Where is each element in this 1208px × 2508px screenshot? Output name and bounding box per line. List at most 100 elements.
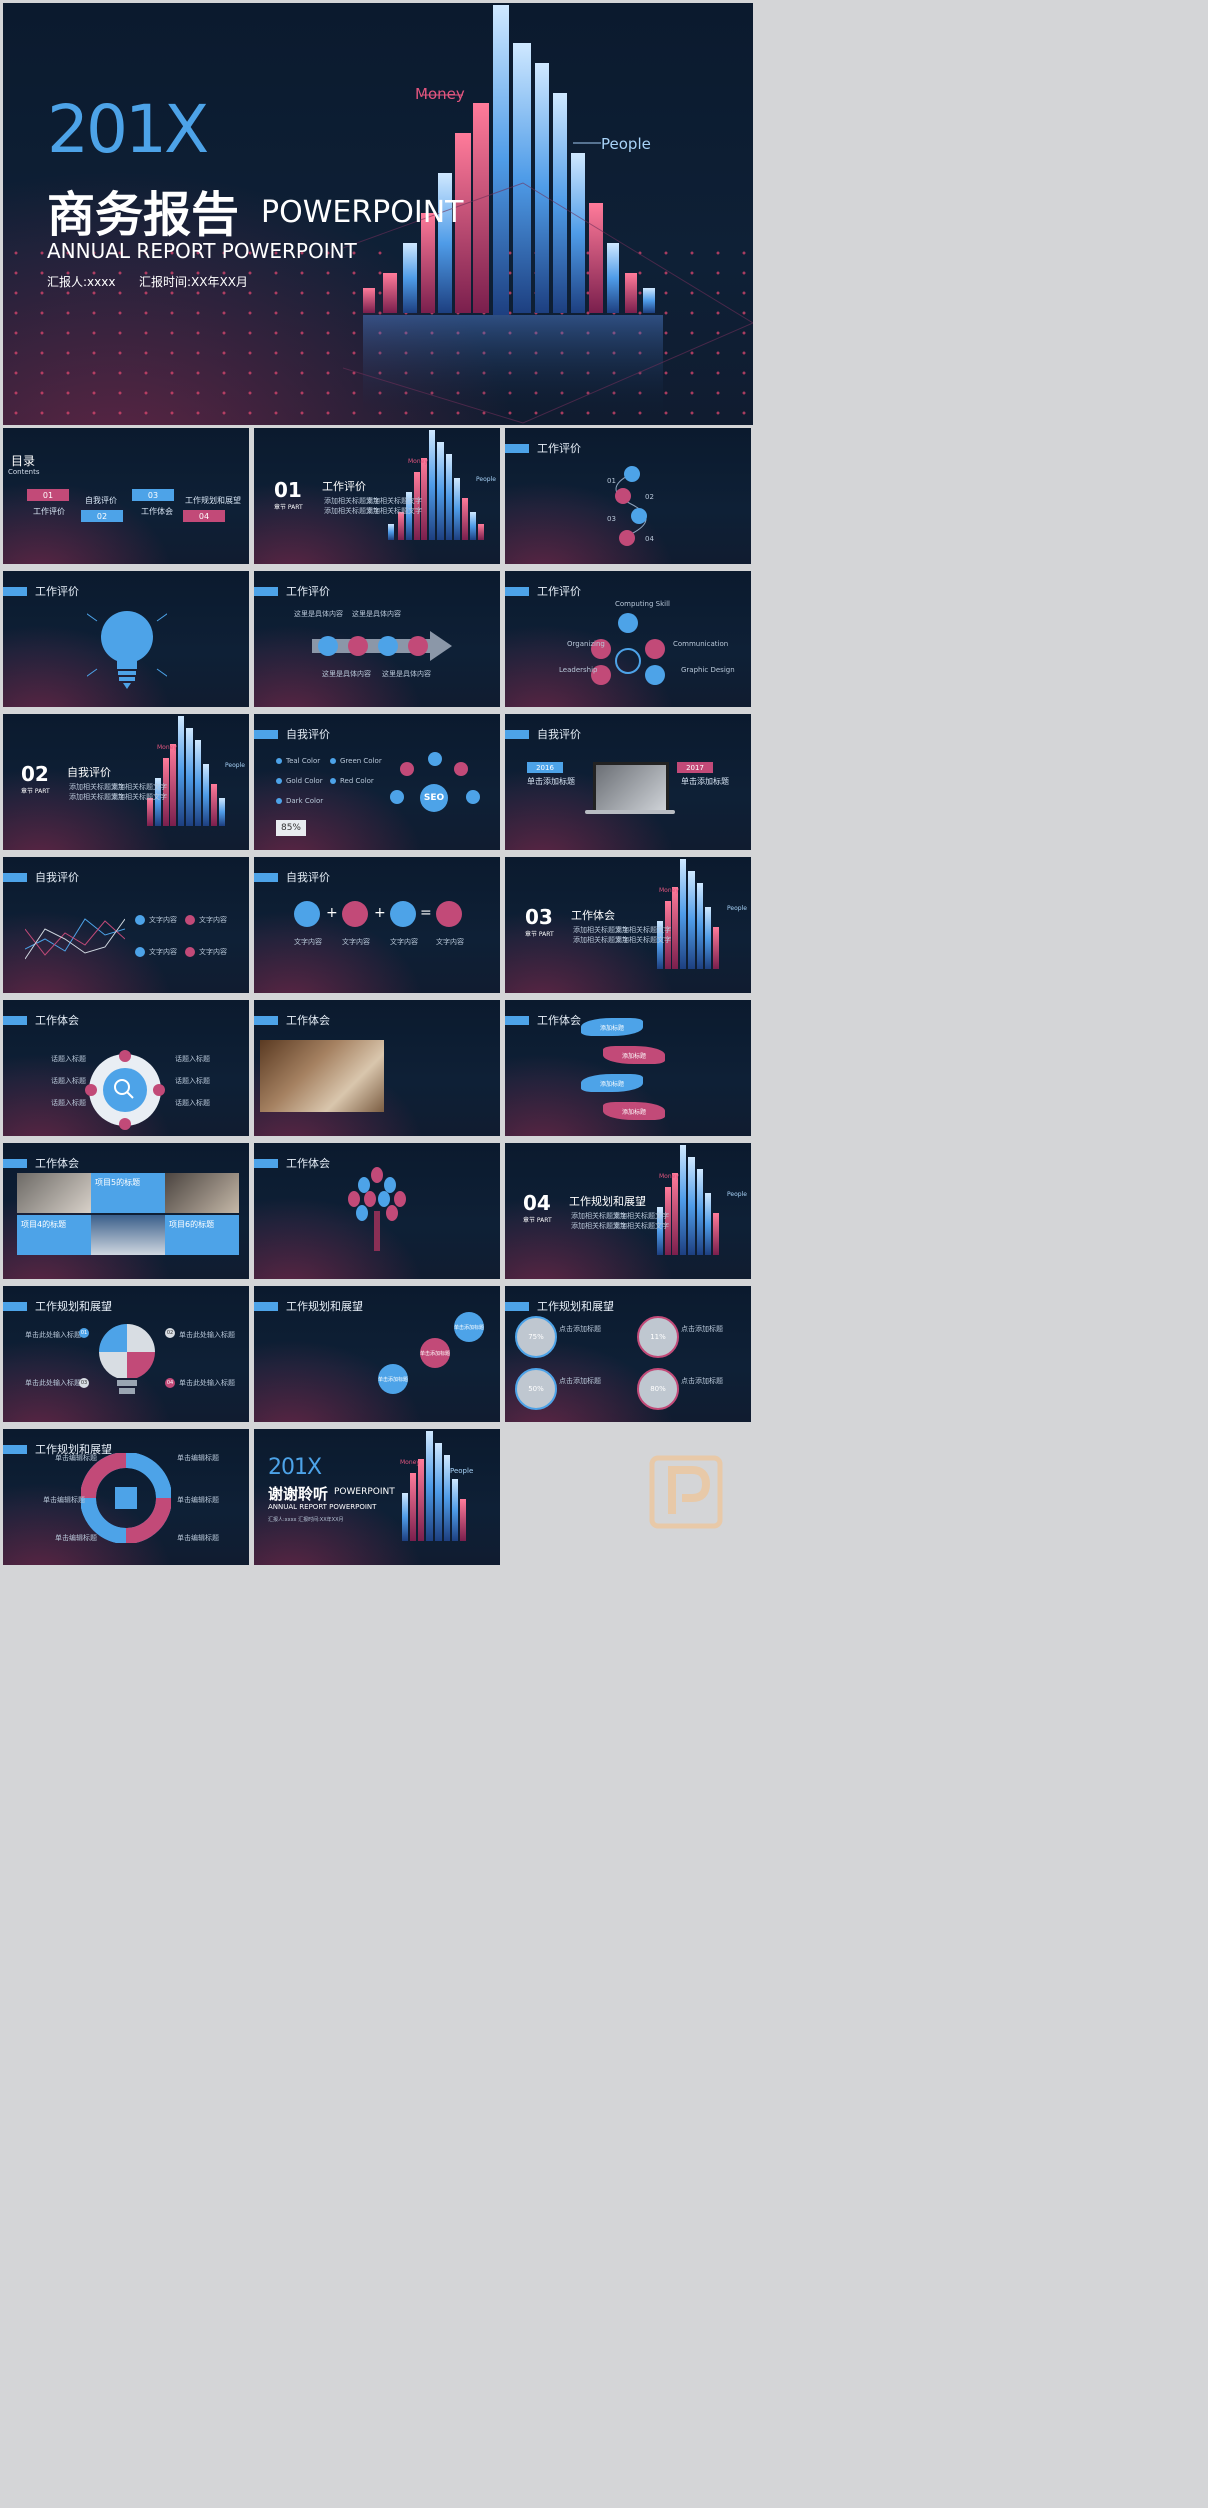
process-label: 这里是具体内容 [294,610,343,618]
work-exp-projects-slide[interactable]: 工作体会 项目5的标题 项目4的标题 项目6的标题 [3,1143,249,1279]
section-bullet: 添加相关标题文字 [324,497,380,505]
wheel-heading: 话题入标题 [51,1099,86,1107]
toc-label-04: 工作规划和展望 [185,496,241,505]
puzzle-heading: 单击此处输入标题 [25,1331,81,1339]
city-chart-graphic [343,5,753,424]
icon-circle [400,762,414,776]
toc-num-03: 03 [132,489,174,501]
section-bullet: 添加相关标题文字 [69,793,125,801]
legend-label: Gold Color [286,777,323,785]
slide-header: 自我评价 [254,869,330,885]
section-title: 工作评价 [322,480,366,493]
people-label: People [225,762,245,769]
toc-subtitle: Contents [8,468,40,476]
work-exp-photo-slide[interactable]: 工作体会 [254,1000,500,1136]
header-title: 工作评价 [35,585,79,598]
plan-connector-slide[interactable]: 工作规划和展望 单击添加标题 单击添加标题 单击添加标题 [254,1286,500,1422]
section-04-slide[interactable]: Money People 04 章节 PART 工作规划和展望 添加相关标题文字… [505,1143,751,1279]
bullet-dot [185,915,195,925]
section-bullet: 添加相关标题文字 [111,793,167,801]
money-label: Money [659,1173,679,1180]
slide-header: 工作体会 [3,1012,79,1028]
slide-header: 工作体会 [254,1155,330,1171]
laptop-image [593,762,669,814]
self-eval-linechart-slide[interactable]: 自我评价 文字内容 文字内容 文字内容 文字内容 [3,857,249,993]
city-chart-graphic [402,1431,466,1541]
section-bullet: 添加相关标题文字 [573,936,629,944]
cover-year: 201X [47,91,209,168]
work-eval-skills-slide[interactable]: 工作评价 Computing Skill Organizing Communic… [505,571,751,707]
slide-header: 自我评价 [505,726,581,742]
icon-circle [466,790,480,804]
plan-ring-slide[interactable]: 工作规划和展望 单击编辑标题 单击编辑标题 单击编辑标题 单击编辑标题 单击编辑… [3,1429,249,1565]
people-label: People [450,1467,474,1475]
search-wheel-graphic [85,1050,165,1130]
percent-heading: 点击添加标题 [681,1325,723,1333]
wheel-heading: 话题入标题 [51,1077,86,1085]
slide-header: 工作规划和展望 [505,1298,614,1314]
header-title: 自我评价 [35,871,79,884]
equation-heading: 文字内容 [294,938,322,946]
legend-dot [330,778,336,784]
bullet-heading: 文字内容 [149,948,177,956]
self-eval-seo-slide[interactable]: 自我评价 Teal Color Green Color Gold Color R… [254,714,500,850]
legend-label: Teal Color [286,757,321,765]
toc-label-02: 自我评价 [85,496,117,505]
toc-slide[interactable]: 目录 Contents 01 工作评价 自我评价 02 03 工作体会 工作规划… [3,428,249,564]
work-eval-bulb-slide[interactable]: 工作评价 [3,571,249,707]
section-bullet: 添加相关标题文字 [366,497,422,505]
work-eval-arrow-slide[interactable]: 工作评价 这里是具体内容 这里是具体内容 这里是具体内容 这里是具体内容 [254,571,500,707]
legend-dot [330,758,336,764]
section-bullet: 添加相关标题文字 [571,1212,627,1220]
toc-num-02: 02 [81,510,123,522]
watermark-logo-icon [649,1455,723,1529]
self-eval-equation-slide[interactable]: 自我评价 + + = 文字内容 文字内容 文字内容 文字内容 [254,857,500,993]
section-01-slide[interactable]: Money People 01 章节 PART 工作评价 添加相关标题文字 添加… [254,428,500,564]
process-label: 这里是具体内容 [352,610,401,618]
leaf-shape-pink: 添加标题 [603,1046,665,1064]
people-label: People [727,1191,747,1198]
slide-header: 工作评价 [505,583,581,599]
header-title: 工作规划和展望 [35,1300,112,1313]
header-title: 工作体会 [537,1014,581,1027]
plan-puzzle-slide[interactable]: 工作规划和展望 单击此处输入标题 单击此处输入标题 单击此处输入标题 单击此处输… [3,1286,249,1422]
year-tag: 2017 [677,762,713,773]
people-label: People [601,135,651,153]
work-exp-wheel-slide[interactable]: 工作体会 话题入标题 话题入标题 话题入标题 话题入标题 话题入标题 话题入标题 [3,1000,249,1136]
thanks-subtitle: ANNUAL REPORT POWERPOINT [268,1503,377,1511]
work-exp-leaf-slide[interactable]: 工作体会 添加标题 添加标题 添加标题 添加标题 [505,1000,751,1136]
thanks-slide[interactable]: Money People 201X 谢谢聆听 POWERPOINT ANNUAL… [254,1429,500,1565]
toc-label-03: 工作体会 [141,507,173,516]
section-03-slide[interactable]: Money People 03 章节 PART 工作体会 添加相关标题文字 添加… [505,857,751,993]
toc-title: 目录 [11,454,36,468]
skill-label: Computing Skill [615,600,670,608]
work-eval-timeline-slide[interactable]: 工作评价 01 02 03 04 [505,428,751,564]
cover-title-en: POWERPOINT [261,195,464,230]
money-label: Money [415,85,465,103]
section-bullet: 添加相关标题文字 [111,783,167,791]
slide-header: 工作体会 [254,1012,330,1028]
project-card: 项目6的标题 [165,1215,239,1255]
work-exp-tree-slide[interactable]: 工作体会 [254,1143,500,1279]
equation-circle [436,901,462,927]
leaf-shape-pink: 添加标题 [603,1102,665,1120]
section-02-slide[interactable]: Money People 02 章节 PART 自我评价 添加相关标题文字 添加… [3,714,249,850]
plan-percent-slide[interactable]: 工作规划和展望 75% 点击添加标题 11% 点击添加标题 50% 点击添加标题… [505,1286,751,1422]
section-num: 03 [525,905,553,929]
section-title: 工作规划和展望 [569,1195,646,1208]
slide-header: 工作评价 [254,583,330,599]
header-title: 工作体会 [286,1157,330,1170]
arrow-process-graphic [312,631,452,661]
header-title: 工作体会 [286,1014,330,1027]
self-eval-laptop-slide[interactable]: 自我评价 2016 2017 单击添加标题 单击添加标题 [505,714,751,850]
connector-circle: 单击添加标题 [420,1338,450,1368]
section-title: 自我评价 [67,766,111,779]
slide-header: 工作评价 [3,583,79,599]
puzzle-heading: 单击此处输入标题 [179,1379,235,1387]
cover-slide[interactable]: Money People 201X 商务报告 POWERPOINT ANNUAL… [3,3,753,425]
leaf-shape-blue: 添加标题 [581,1074,643,1092]
slide-header: 工作规划和展望 [3,1441,112,1457]
header-title: 工作评价 [537,442,581,455]
percent-heading: 点击添加标题 [681,1377,723,1385]
ring-heading: 单击编辑标题 [177,1496,219,1504]
